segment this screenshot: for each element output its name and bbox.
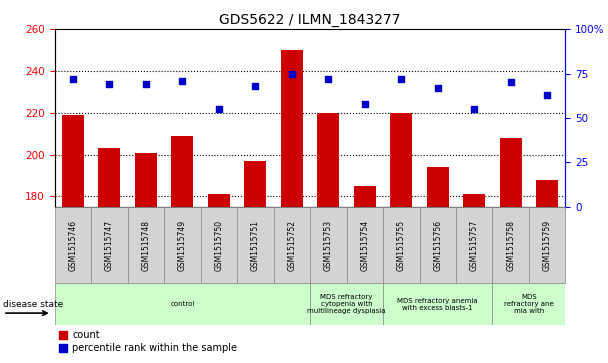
- Legend: count, percentile rank within the sample: count, percentile rank within the sample: [60, 330, 237, 353]
- Bar: [492, 283, 565, 325]
- Bar: [390, 113, 412, 207]
- Text: GSM1515747: GSM1515747: [105, 220, 114, 270]
- Bar: [281, 50, 303, 207]
- Point: [360, 101, 370, 107]
- Bar: [237, 207, 274, 283]
- Point: [469, 106, 479, 112]
- Point: [105, 81, 114, 87]
- Point: [542, 92, 552, 98]
- Bar: [55, 207, 91, 283]
- Bar: [310, 283, 383, 325]
- Bar: [317, 113, 339, 207]
- Text: GSM1515753: GSM1515753: [324, 220, 333, 270]
- Bar: [208, 194, 230, 207]
- Bar: [244, 161, 266, 207]
- Bar: [135, 152, 157, 207]
- Point: [506, 79, 516, 85]
- Bar: [420, 207, 456, 283]
- Text: GSM1515758: GSM1515758: [506, 220, 515, 270]
- Text: control: control: [170, 301, 195, 307]
- Text: MDS refractory
cytopenia with
multilineage dysplasia: MDS refractory cytopenia with multilinea…: [307, 294, 386, 314]
- Text: GSM1515750: GSM1515750: [215, 220, 223, 270]
- Point: [141, 81, 151, 87]
- Point: [323, 76, 333, 82]
- Bar: [383, 207, 420, 283]
- Text: GSM1515752: GSM1515752: [288, 220, 296, 270]
- Text: GSM1515756: GSM1515756: [434, 220, 442, 270]
- Point: [250, 83, 260, 89]
- Text: GSM1515754: GSM1515754: [361, 220, 369, 270]
- Text: MDS refractory anemia
with excess blasts-1: MDS refractory anemia with excess blasts…: [398, 298, 478, 310]
- Text: GSM1515749: GSM1515749: [178, 220, 187, 270]
- Bar: [347, 207, 383, 283]
- Point: [214, 106, 224, 112]
- Bar: [201, 207, 237, 283]
- Bar: [492, 207, 529, 283]
- Bar: [310, 207, 347, 283]
- Bar: [164, 207, 201, 283]
- Bar: [383, 283, 492, 325]
- Point: [68, 76, 78, 82]
- Bar: [91, 207, 128, 283]
- Bar: [98, 148, 120, 207]
- Bar: [128, 207, 164, 283]
- Text: GSM1515746: GSM1515746: [69, 220, 77, 270]
- Point: [178, 78, 187, 83]
- Bar: [463, 194, 485, 207]
- Bar: [274, 207, 310, 283]
- Point: [287, 70, 297, 77]
- Text: GSM1515757: GSM1515757: [470, 220, 478, 270]
- Title: GDS5622 / ILMN_1843277: GDS5622 / ILMN_1843277: [219, 13, 401, 26]
- Bar: [500, 138, 522, 207]
- Text: GSM1515759: GSM1515759: [543, 220, 551, 270]
- Bar: [536, 180, 558, 207]
- Bar: [171, 136, 193, 207]
- Text: GSM1515755: GSM1515755: [397, 220, 406, 270]
- Text: disease state: disease state: [3, 299, 63, 309]
- Bar: [55, 283, 310, 325]
- Bar: [529, 207, 565, 283]
- Bar: [354, 186, 376, 207]
- Text: GSM1515748: GSM1515748: [142, 220, 150, 270]
- Point: [433, 85, 443, 91]
- Point: [396, 76, 406, 82]
- Bar: [427, 167, 449, 207]
- Text: MDS
refractory ane
mia with: MDS refractory ane mia with: [504, 294, 554, 314]
- Bar: [62, 115, 84, 207]
- Text: GSM1515751: GSM1515751: [251, 220, 260, 270]
- Bar: [456, 207, 492, 283]
